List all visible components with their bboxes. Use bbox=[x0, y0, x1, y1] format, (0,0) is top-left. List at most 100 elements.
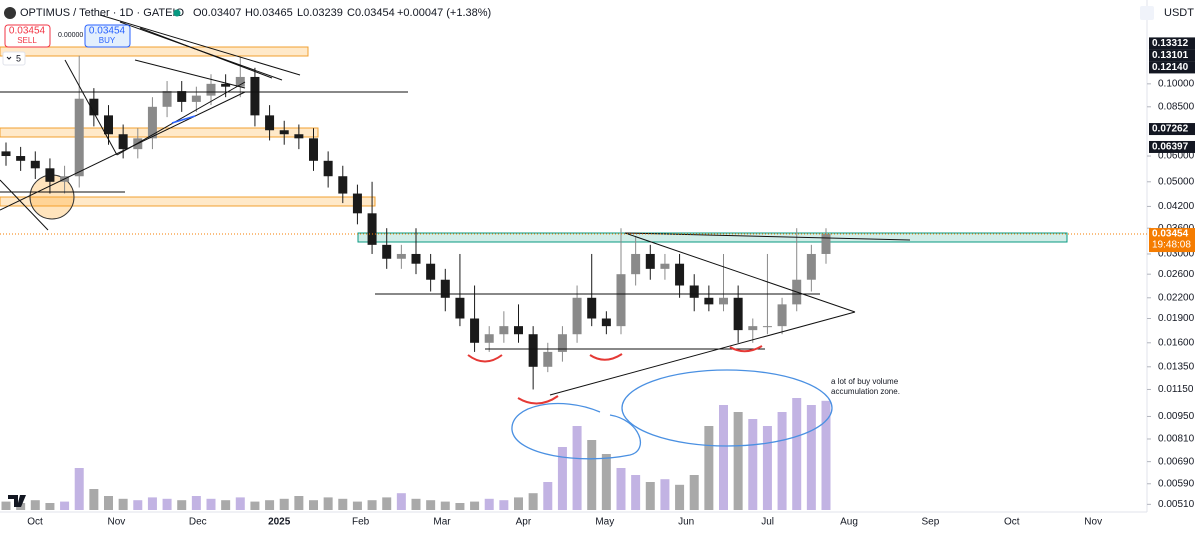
volume-bar bbox=[499, 500, 509, 510]
candle-body bbox=[557, 334, 567, 352]
y-tick-label: 0.00810 bbox=[1158, 434, 1195, 445]
settings-button[interactable] bbox=[1140, 6, 1154, 20]
drawings bbox=[0, 14, 911, 460]
candle-body bbox=[279, 130, 289, 135]
symbol-icon bbox=[4, 7, 16, 19]
volume-bar bbox=[514, 497, 523, 510]
y-tick-label: 0.00590 bbox=[1158, 478, 1195, 489]
candle-body bbox=[543, 351, 553, 367]
y-tick-label: 0.00510 bbox=[1158, 499, 1195, 510]
candle-body bbox=[294, 134, 304, 139]
top-badge-label: 0.13312 bbox=[1152, 38, 1189, 49]
x-tick-label: May bbox=[595, 517, 614, 528]
x-tick-label: Oct bbox=[1004, 517, 1020, 528]
ohlc: O0.03407 bbox=[193, 7, 241, 19]
candle-body bbox=[30, 160, 40, 169]
ohlc: +0.00047 (+1.38%) bbox=[397, 7, 491, 19]
volume-bar bbox=[265, 500, 275, 510]
volume-bar bbox=[206, 498, 216, 510]
candle-body bbox=[704, 297, 714, 305]
buy-price: 0.03454 bbox=[89, 26, 126, 37]
x-tick-label: Jul bbox=[761, 517, 774, 528]
volume-bar bbox=[762, 426, 772, 510]
volume-bar bbox=[147, 497, 157, 510]
volume-bar bbox=[133, 500, 143, 510]
volume-bar bbox=[704, 426, 714, 510]
candle-body bbox=[309, 138, 318, 161]
price-badge-label: 0.03454 bbox=[1152, 229, 1189, 240]
x-tick-label: 2025 bbox=[268, 517, 291, 528]
trend-line bbox=[624, 232, 856, 313]
sell-price: 0.03454 bbox=[9, 26, 46, 37]
volume-bar bbox=[411, 498, 421, 510]
candle-body bbox=[806, 253, 816, 280]
volume-bar bbox=[426, 500, 436, 510]
currency[interactable]: USDT bbox=[1164, 7, 1194, 19]
x-tick-label: Feb bbox=[352, 517, 370, 528]
x-tick-label: Dec bbox=[189, 517, 207, 528]
indicator-count: 5 bbox=[16, 53, 21, 63]
volume-bar bbox=[689, 475, 699, 510]
price-badge bbox=[1149, 228, 1195, 253]
volume-bar bbox=[806, 405, 816, 510]
alert-badge-label: 0.06397 bbox=[1152, 142, 1189, 153]
candle-body bbox=[250, 76, 260, 116]
x-tick-label: Nov bbox=[108, 517, 126, 528]
y-tick-label: 0.02200 bbox=[1158, 292, 1195, 303]
zone bbox=[0, 46, 309, 57]
drawings bbox=[0, 46, 1068, 243]
volume-bar bbox=[470, 501, 480, 510]
candle-body bbox=[499, 326, 509, 335]
volume-bar bbox=[104, 496, 113, 510]
candle-body bbox=[631, 253, 641, 275]
x-tick-label: Sep bbox=[922, 517, 940, 528]
indicator-toggle[interactable] bbox=[2, 51, 26, 66]
y-tick-label: 0.00690 bbox=[1158, 456, 1195, 467]
volume-bar bbox=[309, 500, 318, 510]
y-tick-label: 0.01600 bbox=[1158, 337, 1195, 348]
zone bbox=[0, 196, 376, 207]
volume-bar bbox=[323, 497, 333, 510]
buy-button[interactable] bbox=[84, 24, 131, 48]
price-countdown: 19:48:08 bbox=[1152, 240, 1191, 251]
status-dot bbox=[173, 9, 181, 17]
candle-body bbox=[74, 98, 84, 177]
volume-bar bbox=[660, 479, 670, 510]
volume-bar bbox=[250, 501, 260, 510]
alert-badge-label: 0.07262 bbox=[1152, 124, 1189, 135]
candle-body bbox=[396, 253, 406, 259]
zone-sketch bbox=[511, 402, 641, 460]
candle-body bbox=[660, 263, 670, 269]
y-tick-label: 0.01150 bbox=[1158, 384, 1194, 395]
candle-body bbox=[221, 83, 231, 87]
volume-bar bbox=[1, 501, 11, 510]
ohlc: L0.03239 bbox=[297, 7, 343, 19]
candle-body bbox=[426, 263, 436, 280]
candle-body bbox=[104, 115, 113, 135]
trend-line bbox=[139, 27, 273, 79]
candle-body bbox=[382, 244, 392, 259]
top-badge-label: 0.13101 bbox=[1152, 50, 1189, 61]
candle-body bbox=[484, 334, 494, 343]
volume-bar bbox=[30, 500, 40, 510]
annotation: a lot of buy volume bbox=[831, 377, 899, 386]
volume-bar bbox=[528, 493, 538, 510]
volume-bar bbox=[382, 497, 392, 510]
y-tick-label: 0.00950 bbox=[1158, 411, 1195, 422]
axes: 0.100000.085000.060000.050000.042000.036… bbox=[0, 37, 1195, 528]
volume-bar bbox=[792, 398, 802, 510]
bottom-arc bbox=[729, 345, 763, 353]
symbol: OPTIMUS / Tether · 1D · GATEIO bbox=[20, 7, 184, 19]
price-axis bbox=[1147, 0, 1200, 533]
y-tick-label: 0.08500 bbox=[1158, 101, 1195, 112]
candle-body bbox=[89, 98, 99, 116]
sell-button[interactable] bbox=[4, 24, 51, 48]
logo bbox=[8, 495, 26, 507]
candle-body bbox=[1, 151, 11, 157]
candle-body bbox=[177, 91, 187, 102]
volume-bar bbox=[74, 468, 84, 510]
volume-bar bbox=[60, 501, 70, 510]
y-tick-label: 0.05000 bbox=[1158, 176, 1195, 187]
volume-bar bbox=[821, 400, 831, 510]
volume-bar bbox=[601, 454, 611, 510]
